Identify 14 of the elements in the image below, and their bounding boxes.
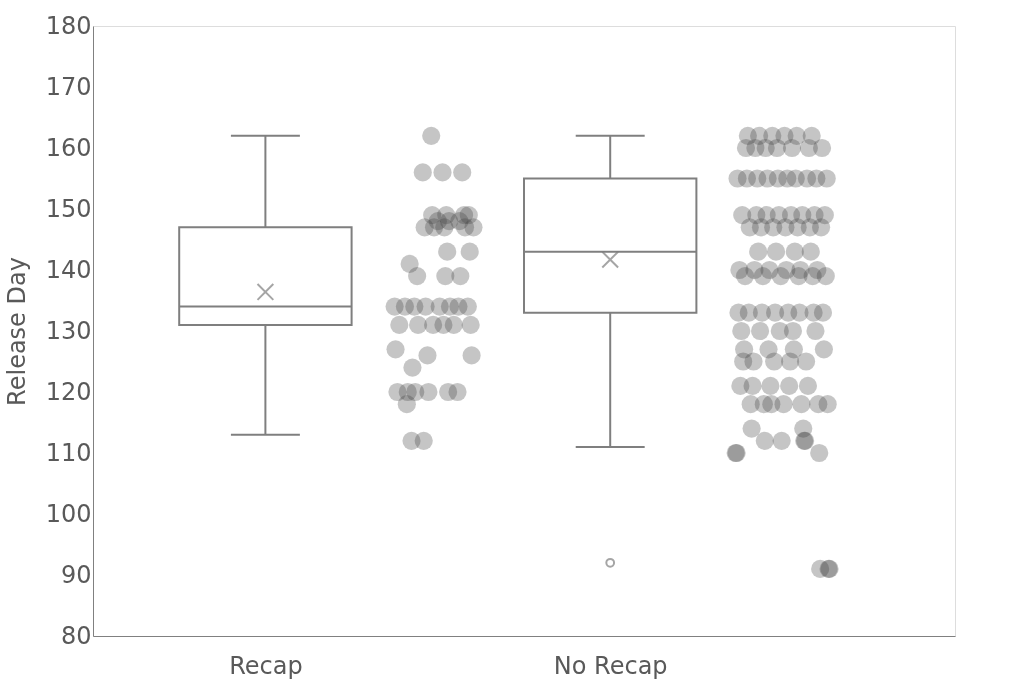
y-tick-label: 170 bbox=[45, 72, 92, 101]
y-axis-title: Release Day bbox=[2, 257, 31, 406]
y-tick-label: 100 bbox=[45, 499, 92, 528]
y-tick-label: 180 bbox=[45, 11, 92, 40]
y-tick-label: 110 bbox=[45, 438, 92, 467]
x-tick-label: Recap bbox=[229, 651, 303, 680]
y-tick-label: 140 bbox=[45, 255, 92, 284]
y-tick-label: 160 bbox=[45, 133, 92, 162]
y-tick-label: 90 bbox=[60, 560, 92, 589]
y-tick-label: 80 bbox=[60, 621, 92, 650]
x-tick-label: No Recap bbox=[553, 651, 668, 680]
y-tick-label: 130 bbox=[45, 316, 92, 345]
y-tick-label: 150 bbox=[45, 194, 92, 223]
y-tick-label: 120 bbox=[45, 377, 92, 406]
